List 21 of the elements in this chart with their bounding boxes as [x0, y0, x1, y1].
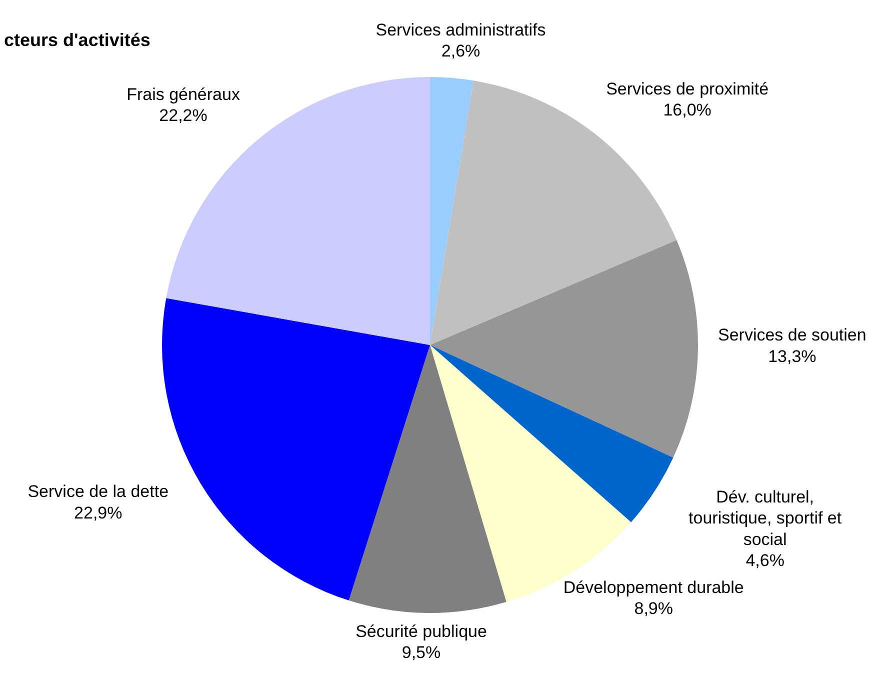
data-label: 16,0% [663, 100, 712, 120]
slice-label: Frais généraux [126, 84, 240, 104]
chart-title: cteurs d'activités [4, 30, 150, 51]
data-label: 8,9% [634, 599, 674, 618]
pie-slice [430, 240, 698, 458]
pie-slice [430, 77, 474, 345]
slice-label: Services administratifs [376, 20, 546, 40]
data-label: 13,3% [768, 346, 816, 366]
slice-label: Dév. culturel, touristique, sportif et social [688, 487, 842, 549]
slice-label: Développement durable [563, 578, 744, 597]
slice-label: Sécurité publique [356, 622, 487, 641]
data-label: 2,6% [441, 42, 480, 61]
slice-label: Services de soutien [718, 326, 866, 345]
data-label: 22,2% [159, 106, 208, 126]
data-label: 22,9% [74, 503, 122, 522]
pie-slice [430, 345, 674, 522]
data-label: 4,6% [746, 551, 784, 570]
slice-label: Services de proximité [606, 79, 769, 98]
slice-label: Service de la dette [28, 482, 169, 502]
data-label: 9,5% [402, 643, 441, 662]
pie-slice [348, 345, 506, 613]
